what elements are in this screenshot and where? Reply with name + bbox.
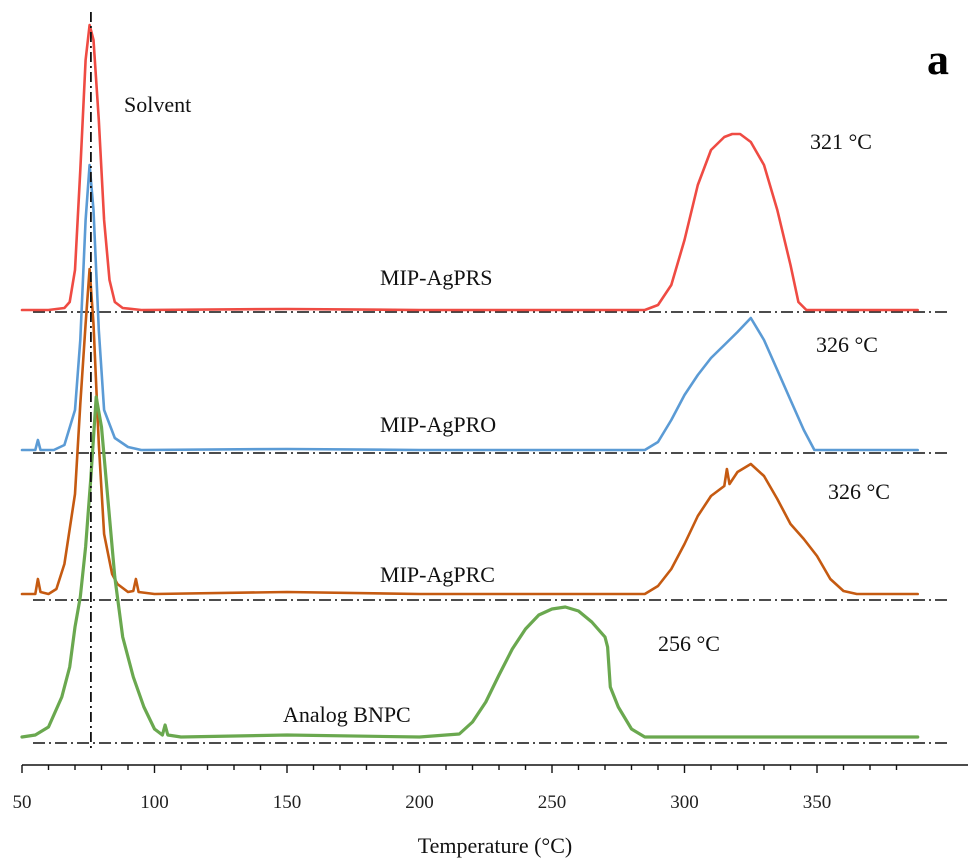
series-line-mip-agprc <box>20 267 919 596</box>
series-label-mip-agprs: MIP-AgPRS <box>380 265 492 290</box>
x-tick-label: 150 <box>273 792 302 813</box>
solvent-annotation: Solvent <box>124 92 191 117</box>
x-tick-label: 350 <box>803 792 832 813</box>
series-line-analog-bnpc <box>20 395 920 739</box>
series-label-mip-agprc: MIP-AgPRC <box>380 562 495 587</box>
series-line-mip-agprs <box>20 23 919 312</box>
x-tick-label: 50 <box>13 792 32 813</box>
x-tick-label: 100 <box>140 792 169 813</box>
baselines-group <box>33 311 948 744</box>
series-label-analog-bnpc: Analog BNPC <box>283 702 411 727</box>
series-line-mip-agpro <box>20 163 919 452</box>
peak-label-mip-agpro: 326 °C <box>816 332 878 357</box>
peak-label-mip-agprs: 321 °C <box>810 129 872 154</box>
x-axis: 50 100 150 200 250 300 350 <box>13 764 968 813</box>
series-label-mip-agpro: MIP-AgPRO <box>380 412 496 437</box>
x-tick-label: 250 <box>538 792 567 813</box>
x-tick-label: 300 <box>670 792 699 813</box>
panel-label: a <box>927 35 949 84</box>
x-tick-label: 200 <box>405 792 434 813</box>
x-axis-title: Temperature (°C) <box>418 833 572 858</box>
peak-label-mip-agprc: 326 °C <box>828 479 890 504</box>
peak-label-analog-bnpc: 256 °C <box>658 631 720 656</box>
series-group <box>20 23 920 739</box>
